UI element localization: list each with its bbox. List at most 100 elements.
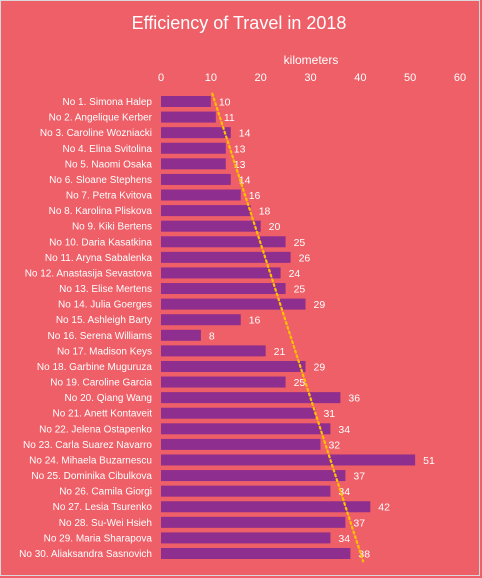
bar <box>161 532 331 544</box>
data-label: 8 <box>209 330 215 342</box>
category-label: No 21. Anett Kontaveit <box>52 409 152 420</box>
data-label: 16 <box>249 315 261 327</box>
category-label: No 30. Aliaksandra Sasnovich <box>19 549 152 560</box>
data-label: 13 <box>234 143 246 155</box>
bar <box>161 251 291 263</box>
trendline <box>211 92 365 563</box>
bar <box>161 189 241 201</box>
data-label: 21 <box>274 346 286 358</box>
category-label: No 28. Su-Wei Hsieh <box>59 518 152 529</box>
bar <box>161 345 266 357</box>
bar <box>161 438 321 450</box>
data-label: 29 <box>314 361 326 373</box>
bar <box>161 423 331 435</box>
bar <box>161 236 286 248</box>
data-label: 37 <box>353 517 365 529</box>
data-label: 14 <box>239 128 251 140</box>
bar <box>161 283 286 295</box>
x-tick-label: 20 <box>255 72 267 84</box>
data-label: 10 <box>219 97 231 109</box>
data-label: 13 <box>234 159 246 171</box>
data-label: 25 <box>294 377 306 389</box>
category-label: No 29. Maria Sharapova <box>44 533 153 544</box>
bar <box>161 220 261 232</box>
bar <box>161 173 231 185</box>
category-label: No 17. Madison Keys <box>57 346 152 357</box>
data-label: 29 <box>314 299 326 311</box>
data-label: 25 <box>294 284 306 296</box>
data-label: 32 <box>328 439 340 451</box>
bar <box>161 96 211 107</box>
data-label: 34 <box>338 424 350 436</box>
data-label: 37 <box>353 471 365 483</box>
bar <box>161 111 216 123</box>
category-label: No 20. Qiang Wang <box>65 393 152 404</box>
data-label: 16 <box>249 190 261 202</box>
bar <box>161 360 306 372</box>
category-label: No 13. Elise Mertens <box>59 284 152 295</box>
category-label: No 23. Carla Suarez Navarro <box>23 440 152 451</box>
bar <box>161 298 306 310</box>
category-label: No 26. Camila Giorgi <box>59 487 152 498</box>
x-tick-label: 50 <box>404 72 416 84</box>
chart-title: Efficiency of Travel in 2018 <box>132 13 347 33</box>
category-label: No 3. Caroline Wozniacki <box>40 128 152 139</box>
category-label: No 12. Anastasija Sevastova <box>25 268 153 279</box>
bar <box>161 142 226 154</box>
x-tick-label: 0 <box>158 72 164 84</box>
bar <box>161 314 241 326</box>
category-label: No 11. Aryna Sabalenka <box>45 253 153 264</box>
data-label: 11 <box>224 112 235 124</box>
data-label: 51 <box>423 455 435 467</box>
category-label: No 24. Mihaela Buzarnescu <box>29 455 152 466</box>
category-label: No 4. Elina Svitolina <box>63 144 153 155</box>
category-label: No 25. Dominika Cibulkova <box>31 471 152 482</box>
bar <box>161 454 416 466</box>
category-label: No 27. Lesia Tsurenko <box>53 502 153 513</box>
bar <box>161 470 346 482</box>
category-label: No 14. Julia Goerges <box>58 300 152 311</box>
data-label: 14 <box>239 174 251 186</box>
data-label: 42 <box>378 502 390 514</box>
category-label: No 18. Garbine Muguruza <box>37 362 153 373</box>
x-tick-label: 40 <box>354 72 366 84</box>
bar <box>161 376 286 388</box>
data-label: 34 <box>338 486 350 498</box>
data-label: 38 <box>358 549 370 561</box>
data-label: 24 <box>289 268 301 280</box>
x-axis-title: kilometers <box>284 53 339 67</box>
data-label: 26 <box>299 252 311 264</box>
category-label: No 5. Naomi Osaka <box>65 159 153 170</box>
category-label: No 2. Angelique Kerber <box>49 113 153 124</box>
data-label: 34 <box>338 533 350 545</box>
bar <box>161 127 231 139</box>
x-tick-label: 30 <box>304 72 316 84</box>
category-label: No 22. Jelena Ostapenko <box>39 424 152 435</box>
bar <box>161 392 341 404</box>
data-label: 31 <box>323 408 335 420</box>
data-label: 36 <box>348 393 360 405</box>
category-label: No 19. Caroline Garcia <box>50 378 152 389</box>
bar <box>161 501 371 513</box>
category-label: No 10. Daria Kasatkina <box>49 237 152 248</box>
x-tick-label: 60 <box>454 72 466 84</box>
category-label: No 15. Ashleigh Barty <box>56 315 152 326</box>
bar <box>161 329 201 341</box>
data-label: 20 <box>269 221 281 233</box>
bar <box>161 516 346 528</box>
category-label: No 8. Karolina Pliskova <box>49 206 153 217</box>
category-label: No 16. Serena Williams <box>48 331 152 342</box>
data-label: 25 <box>294 237 306 249</box>
data-label: 18 <box>259 206 271 218</box>
bar <box>161 158 226 170</box>
bar <box>161 205 251 217</box>
category-label: No 1. Simona Halep <box>63 97 153 108</box>
bar <box>161 548 351 559</box>
bar <box>161 485 331 497</box>
bar <box>161 407 316 419</box>
category-label: No 6. Sloane Stephens <box>49 175 152 186</box>
category-label: No 7. Petra Kvitova <box>66 191 153 202</box>
bar <box>161 267 281 279</box>
